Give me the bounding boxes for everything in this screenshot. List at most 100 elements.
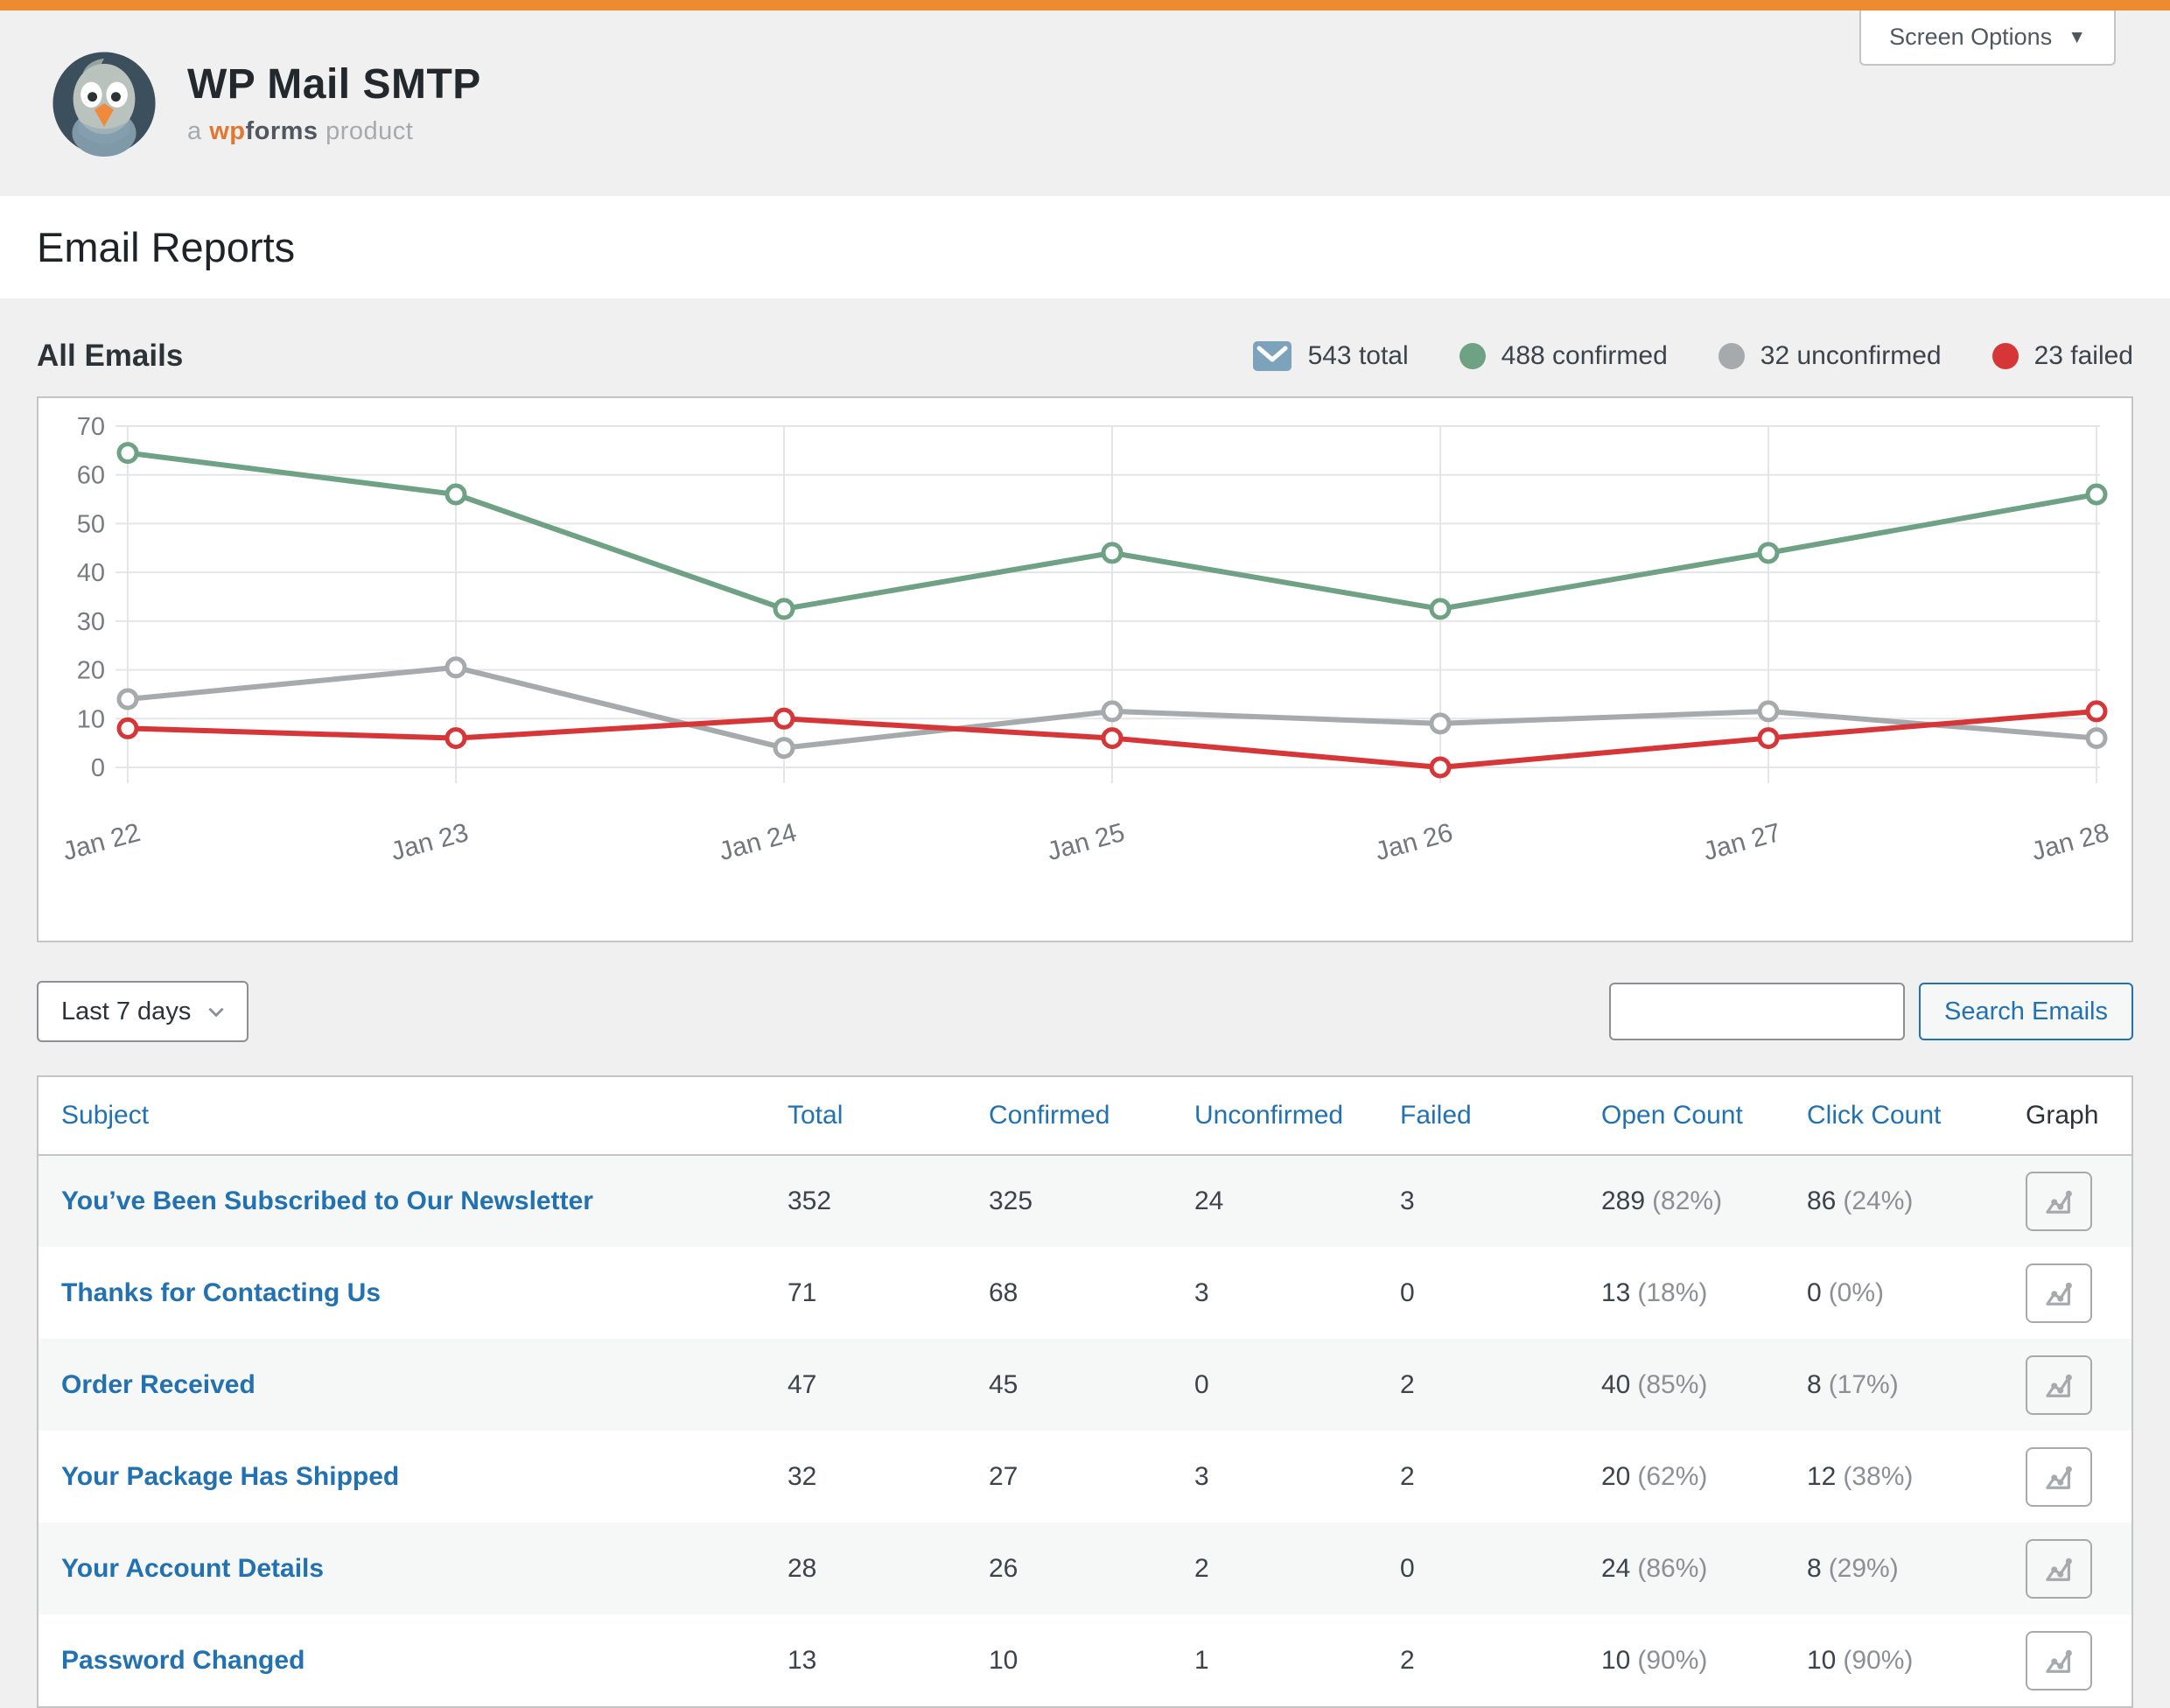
table-row: You’ve Been Subscribed to Our Newsletter…: [38, 1155, 2132, 1247]
total-cell: 13: [788, 1645, 817, 1675]
svg-text:50: 50: [77, 510, 105, 538]
email-reports-table-panel: Subject Total Confirmed Unconfirmed Fail…: [37, 1075, 2133, 1708]
svg-text:Jan 26: Jan 26: [1372, 818, 1456, 866]
all-emails-section-head: All Emails 543 total 488 confirmed 32 unco…: [37, 339, 2133, 374]
graph-cell: [2003, 1614, 2132, 1706]
column-header-graph: Graph: [2026, 1101, 2099, 1130]
screen-options-button[interactable]: Screen Options ▼: [1859, 10, 2116, 66]
click-percent: (24%): [1843, 1186, 1914, 1215]
admin-top-bar: [0, 0, 2170, 10]
column-header-subject[interactable]: Subject: [61, 1101, 150, 1130]
screen-options-label: Screen Options: [1889, 24, 2053, 50]
brand-block: WP Mail SMTP a wpforms product: [187, 60, 481, 146]
app-title: WP Mail SMTP: [187, 61, 481, 108]
click-count-cell: 8 (17%): [1807, 1369, 1899, 1399]
open-percent: (90%): [1637, 1645, 1708, 1675]
svg-text:30: 30: [77, 608, 105, 636]
table-row: Your Package Has Shipped 32 27 3 2 20 (62…: [38, 1431, 2132, 1522]
column-header-click-count[interactable]: Click Count: [1807, 1101, 1942, 1130]
line-chart-icon: [2046, 1282, 2072, 1306]
line-chart-icon: [2046, 1558, 2072, 1581]
graph-button[interactable]: [2026, 1354, 2092, 1415]
section-title: All Emails: [37, 339, 184, 373]
table-row: Order Received 47 45 0 2 40 (85%) 8 (17%): [38, 1339, 2132, 1431]
legend-label-failed: 23 failed: [2034, 341, 2133, 370]
failed-cell: 2: [1400, 1369, 1415, 1399]
emails-line-chart-panel: 0 10 20 30 40 50 60 70 Jan 22 Jan 23 Jan 24 Jan 25 J…: [37, 396, 2133, 942]
column-header-open-count[interactable]: Open Count: [1601, 1101, 1743, 1130]
graph-button[interactable]: [2026, 1446, 2092, 1507]
total-cell: 32: [788, 1461, 817, 1491]
unconfirmed-cell: 1: [1194, 1645, 1209, 1675]
graph-cell: [2003, 1247, 2132, 1339]
graph-cell: [2003, 1155, 2132, 1247]
graph-button[interactable]: [2026, 1172, 2092, 1231]
search-input[interactable]: [1609, 983, 1906, 1040]
svg-text:0: 0: [91, 754, 105, 782]
svg-text:10: 10: [77, 705, 105, 733]
line-chart-icon: [2046, 1466, 2072, 1489]
failed-cell: 3: [1400, 1186, 1415, 1215]
open-count-cell: 40 (85%): [1601, 1369, 1708, 1399]
table-header-row: Subject Total Confirmed Unconfirmed Fail…: [38, 1077, 2132, 1155]
total-cell: 28: [788, 1553, 817, 1583]
svg-text:Jan 23: Jan 23: [388, 818, 472, 866]
failed-cell: 2: [1400, 1645, 1415, 1675]
click-percent: (17%): [1828, 1369, 1899, 1399]
open-percent: (18%): [1637, 1278, 1708, 1307]
click-percent: (0%): [1828, 1278, 1885, 1307]
email-reports-table: Subject Total Confirmed Unconfirmed Fail…: [38, 1077, 2132, 1706]
open-count-cell: 13 (18%): [1601, 1278, 1708, 1307]
pigeon-logo-icon: [52, 52, 156, 157]
column-header-confirmed[interactable]: Confirmed: [989, 1101, 1110, 1130]
graph-button[interactable]: [2026, 1538, 2092, 1599]
svg-text:60: 60: [77, 462, 105, 490]
column-header-failed[interactable]: Failed: [1400, 1101, 1472, 1130]
date-range-value: Last 7 days: [61, 997, 192, 1026]
confirmed-cell: 10: [989, 1645, 1018, 1675]
click-percent: (38%): [1843, 1461, 1914, 1491]
total-cell: 47: [788, 1369, 817, 1399]
line-chart-icon: [2046, 1374, 2072, 1397]
open-percent: (62%): [1637, 1461, 1708, 1491]
graph-cell: [2003, 1339, 2132, 1431]
email-subject-link[interactable]: Password Changed: [61, 1645, 305, 1675]
open-count-cell: 10 (90%): [1601, 1645, 1708, 1675]
graph-button[interactable]: [2026, 1263, 2092, 1323]
open-count-cell: 20 (62%): [1601, 1461, 1708, 1491]
unconfirmed-dot-icon: [1718, 343, 1745, 369]
svg-text:Jan 22: Jan 22: [60, 818, 144, 866]
graph-cell: [2003, 1431, 2132, 1522]
svg-text:70: 70: [77, 413, 105, 441]
graph-button[interactable]: [2026, 1630, 2092, 1690]
graph-cell: [2003, 1522, 2132, 1614]
svg-text:40: 40: [77, 559, 105, 587]
svg-text:20: 20: [77, 657, 105, 685]
wpforms-forms-text: forms: [245, 117, 318, 145]
email-subject-link[interactable]: You’ve Been Subscribed to Our Newsletter: [61, 1186, 593, 1215]
email-subject-link[interactable]: Order Received: [61, 1369, 256, 1399]
open-percent: (85%): [1637, 1369, 1708, 1399]
envelope-icon: [1252, 340, 1292, 372]
svg-text:Jan 27: Jan 27: [1700, 818, 1784, 866]
open-count-cell: 289 (82%): [1601, 1186, 1723, 1215]
open-percent: (82%): [1652, 1186, 1723, 1215]
date-range-select[interactable]: Last 7 days: [37, 981, 248, 1042]
legend-label-total: 543 total: [1307, 341, 1409, 370]
email-subject-link[interactable]: Your Account Details: [61, 1553, 325, 1583]
failed-cell: 0: [1400, 1278, 1415, 1307]
email-subject-link[interactable]: Thanks for Contacting Us: [61, 1278, 382, 1307]
email-subject-link[interactable]: Your Package Has Shipped: [61, 1461, 400, 1491]
svg-text:Jan 24: Jan 24: [716, 818, 800, 866]
column-header-unconfirmed[interactable]: Unconfirmed: [1194, 1101, 1344, 1130]
column-header-total[interactable]: Total: [788, 1101, 844, 1130]
legend-item-failed: 23 failed: [1992, 341, 2133, 371]
total-cell: 352: [788, 1186, 832, 1215]
line-chart-icon: [2046, 1649, 2072, 1673]
confirmed-cell: 45: [989, 1369, 1018, 1399]
confirmed-cell: 27: [989, 1461, 1018, 1491]
confirmed-dot-icon: [1459, 343, 1486, 369]
search-emails-button[interactable]: Search Emails: [1919, 983, 2133, 1040]
click-count-cell: 10 (90%): [1807, 1645, 1914, 1675]
click-count-cell: 86 (24%): [1807, 1186, 1914, 1215]
